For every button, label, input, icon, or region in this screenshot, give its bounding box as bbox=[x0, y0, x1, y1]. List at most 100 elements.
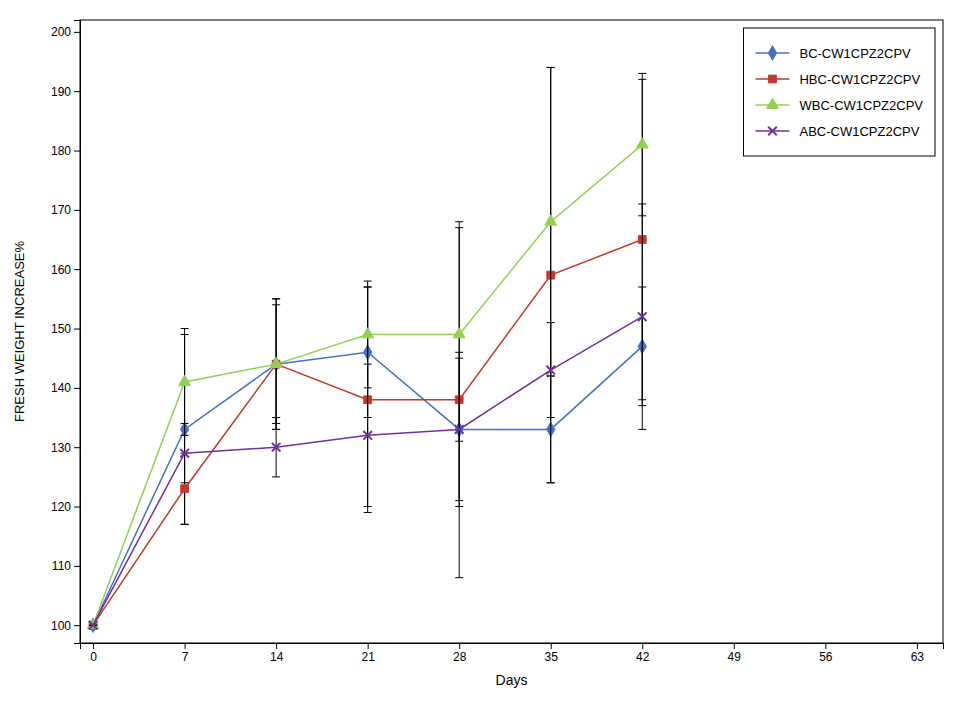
legend-frame bbox=[743, 28, 935, 156]
x-tick-mark bbox=[93, 643, 94, 649]
legend: BC-CW1CPZ2CPV HBC-CW1CPZ2CPV WBC-CW1CPZ2CP… bbox=[743, 28, 935, 156]
x-tick-mark bbox=[917, 643, 918, 649]
x-tick-label: 49 bbox=[728, 650, 742, 664]
y-tick-label: 100 bbox=[51, 619, 71, 633]
x-tick-mark bbox=[459, 643, 460, 649]
x-tick-label: 28 bbox=[453, 650, 467, 664]
y-tick-mark bbox=[74, 151, 80, 152]
error-bar bbox=[638, 204, 646, 429]
x-tick: 63 bbox=[911, 643, 925, 664]
x-tick: 28 bbox=[453, 643, 467, 664]
legend-item: WBC-CW1CPZ2CPV bbox=[755, 98, 923, 113]
x-tick-mark bbox=[276, 643, 277, 649]
error-bar bbox=[455, 222, 463, 578]
error-bar bbox=[455, 358, 463, 500]
x-tick-mark bbox=[185, 643, 186, 649]
x-tick-mark bbox=[642, 643, 643, 649]
x-tick-label: 14 bbox=[270, 650, 284, 664]
x-tick-label: 42 bbox=[636, 650, 650, 664]
legend-label: HBC-CW1CPZ2CPV bbox=[799, 72, 920, 87]
y-tick-mark bbox=[74, 388, 80, 389]
series bbox=[87, 67, 648, 628]
y-tick-label: 180 bbox=[51, 144, 71, 158]
legend-marker bbox=[768, 46, 776, 60]
x-tick: 56 bbox=[819, 643, 833, 664]
x-tick: 42 bbox=[636, 643, 650, 664]
legend-item: HBC-CW1CPZ2CPV bbox=[755, 72, 920, 87]
x-tick: 21 bbox=[361, 643, 375, 664]
x-tick-mark bbox=[734, 643, 735, 649]
y-tick: 150 bbox=[51, 322, 80, 336]
error-bar bbox=[547, 323, 555, 418]
y-tick-mark bbox=[74, 507, 80, 508]
marker bbox=[179, 375, 191, 385]
y-tick-label: 170 bbox=[51, 203, 71, 217]
y-tick-label: 150 bbox=[51, 322, 71, 336]
y-tick: 190 bbox=[51, 85, 80, 99]
x-tick-label: 35 bbox=[545, 650, 559, 664]
legend-item: ABC-CW1CPZ2CPV bbox=[755, 124, 919, 139]
x-axis: 0 7 14 21 28 35 42 49 56 63 bbox=[81, 643, 944, 664]
y-tick-label: 120 bbox=[51, 500, 71, 514]
marker bbox=[453, 328, 465, 338]
marker bbox=[181, 485, 189, 493]
marker bbox=[638, 312, 647, 321]
marker bbox=[270, 357, 282, 367]
marker bbox=[546, 366, 555, 375]
series-line bbox=[93, 145, 642, 626]
x-tick-label: 7 bbox=[182, 650, 189, 664]
error-bar bbox=[364, 364, 372, 506]
legend-marker bbox=[767, 98, 779, 108]
y-tick-mark bbox=[74, 625, 80, 626]
plot-area bbox=[87, 67, 648, 632]
y-tick-mark bbox=[74, 329, 80, 330]
x-tick-label: 0 bbox=[90, 650, 97, 664]
legend-label: BC-CW1CPZ2CPV bbox=[799, 46, 911, 61]
x-tick-mark bbox=[368, 643, 369, 649]
y-axis-title: FRESH WEIGHT INCREASE% bbox=[12, 241, 27, 423]
x-tick: 49 bbox=[728, 643, 742, 664]
x-tick-mark bbox=[551, 643, 552, 649]
legend-marker bbox=[768, 127, 777, 136]
y-tick-mark bbox=[74, 447, 80, 448]
y-tick: 130 bbox=[51, 441, 80, 455]
y-tick-label: 190 bbox=[51, 85, 71, 99]
y-tick: 160 bbox=[51, 263, 80, 277]
y-tick-label: 200 bbox=[51, 25, 71, 39]
x-tick: 7 bbox=[182, 643, 189, 664]
x-tick: 0 bbox=[90, 643, 97, 664]
legend-item: BC-CW1CPZ2CPV bbox=[755, 46, 911, 61]
marker bbox=[545, 215, 557, 225]
marker bbox=[180, 449, 189, 458]
series bbox=[89, 67, 646, 629]
series bbox=[89, 204, 647, 630]
plot-frame bbox=[80, 20, 943, 643]
x-tick: 35 bbox=[545, 643, 559, 664]
error-bar bbox=[547, 67, 555, 482]
series-line bbox=[93, 240, 642, 626]
x-axis-title: Days bbox=[496, 672, 528, 688]
y-tick-mark bbox=[74, 91, 80, 92]
y-axis-line bbox=[74, 21, 81, 644]
x-tick-label: 21 bbox=[361, 650, 375, 664]
x-tick-mark bbox=[825, 643, 826, 649]
marker bbox=[363, 431, 372, 440]
y-tick: 180 bbox=[51, 144, 80, 158]
y-tick: 100 bbox=[51, 619, 80, 633]
x-axis-line bbox=[81, 644, 944, 650]
y-tick-label: 140 bbox=[51, 381, 71, 395]
y-axis: 100 110 120 130 140 150 160 170 180 190 200 bbox=[51, 21, 81, 644]
y-tick-mark bbox=[74, 566, 80, 567]
marker bbox=[89, 621, 98, 630]
marker bbox=[455, 425, 464, 434]
legend-marker bbox=[769, 75, 777, 83]
y-tick-label: 110 bbox=[52, 559, 71, 573]
y-tick: 170 bbox=[51, 203, 80, 217]
y-tick: 110 bbox=[52, 559, 80, 573]
legend-label: ABC-CW1CPZ2CPV bbox=[799, 124, 919, 139]
y-tick-label: 160 bbox=[51, 263, 71, 277]
y-tick-label: 130 bbox=[51, 441, 71, 455]
y-tick-mark bbox=[74, 269, 80, 270]
x-tick: 14 bbox=[270, 643, 284, 664]
legend-label: WBC-CW1CPZ2CPV bbox=[799, 98, 923, 113]
